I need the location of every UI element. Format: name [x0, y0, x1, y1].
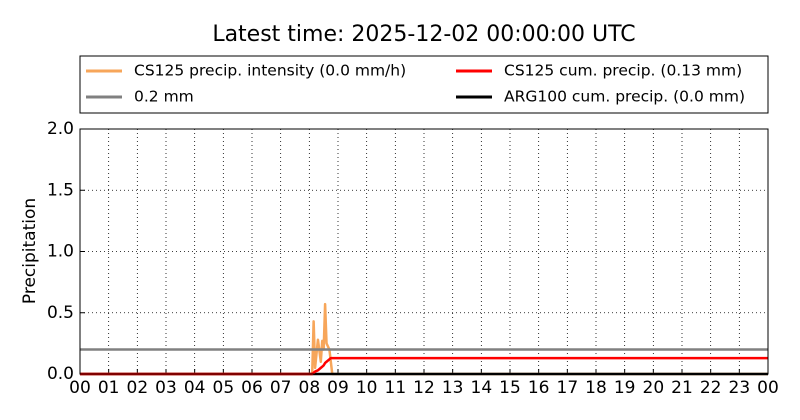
- x-tick-label: 00: [757, 378, 779, 398]
- y-tick-label: 2.0: [47, 119, 74, 139]
- x-tick-label: 13: [442, 378, 464, 398]
- x-tick-label: 16: [528, 378, 550, 398]
- x-tick-label: 07: [270, 378, 292, 398]
- x-tick-label: 15: [499, 378, 521, 398]
- y-axis-label: Precipitation: [20, 198, 40, 304]
- y-tick-label: 1.0: [47, 242, 74, 262]
- x-tick-label: 12: [413, 378, 435, 398]
- y-tick-label: 1.5: [47, 180, 74, 200]
- x-tick-label: 09: [327, 378, 349, 398]
- series-line: [80, 356, 768, 376]
- x-tick-label: 02: [127, 378, 149, 398]
- x-tick-label: 08: [299, 378, 321, 398]
- x-tick-label: 03: [155, 378, 177, 398]
- x-tick-label: 04: [184, 378, 206, 398]
- x-tick-label: 21: [671, 378, 693, 398]
- x-tick-label: 01: [98, 378, 120, 398]
- legend-label: ARG100 cum. precip. (0.0 mm): [504, 88, 745, 106]
- x-tick-label: 18: [585, 378, 607, 398]
- legend-label: CS125 cum. precip. (0.13 mm): [504, 62, 742, 80]
- x-tick-label: 05: [213, 378, 235, 398]
- chart-title: Latest time: 2025-12-02 00:00:00 UTC: [212, 22, 635, 47]
- y-tick-label: 0.0: [47, 364, 74, 384]
- x-tick-label: 20: [643, 378, 665, 398]
- x-tick-label: 11: [385, 378, 407, 398]
- x-tick-label: 14: [471, 378, 493, 398]
- x-tick-label: 22: [700, 378, 722, 398]
- y-tick-label: 0.5: [47, 303, 74, 323]
- legend-label: CS125 precip. intensity (0.0 mm/h): [134, 62, 406, 80]
- x-tick-label: 23: [729, 378, 751, 398]
- plot-frame: [79, 128, 769, 375]
- x-tick-label: 10: [356, 378, 378, 398]
- legend-label: 0.2 mm: [134, 88, 194, 106]
- legend-box: [79, 55, 769, 114]
- x-tick-label: 06: [241, 378, 263, 398]
- x-tick-label: 00: [69, 378, 91, 398]
- x-tick-label: 17: [557, 378, 579, 398]
- x-tick-label: 19: [614, 378, 636, 398]
